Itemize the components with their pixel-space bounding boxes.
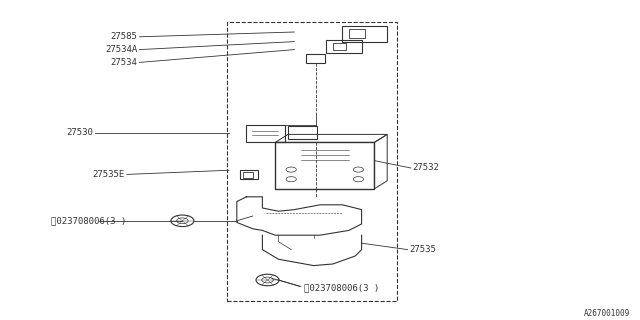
Text: 27530: 27530 [66, 128, 93, 137]
Text: 27532: 27532 [413, 164, 440, 172]
Bar [227, 22, 397, 301]
Bar [349, 29, 365, 38]
Text: 27535: 27535 [410, 245, 436, 254]
Text: 27534: 27534 [111, 58, 138, 67]
Bar [326, 40, 362, 53]
Bar [246, 125, 285, 142]
Text: 27534A: 27534A [106, 45, 138, 54]
Bar [288, 126, 317, 139]
Bar [243, 172, 253, 178]
Bar [333, 43, 346, 50]
Text: Ⓝ023708006(3 ): Ⓝ023708006(3 ) [304, 284, 380, 292]
Text: A267001009: A267001009 [584, 309, 630, 318]
Bar [240, 170, 258, 179]
Text: Ⓝ023708006(3 ): Ⓝ023708006(3 ) [51, 216, 127, 225]
Text: 27535E: 27535E [93, 170, 125, 179]
Bar [342, 26, 387, 42]
Bar [275, 142, 374, 189]
Text: 27585: 27585 [111, 32, 138, 41]
Bar [306, 54, 325, 63]
